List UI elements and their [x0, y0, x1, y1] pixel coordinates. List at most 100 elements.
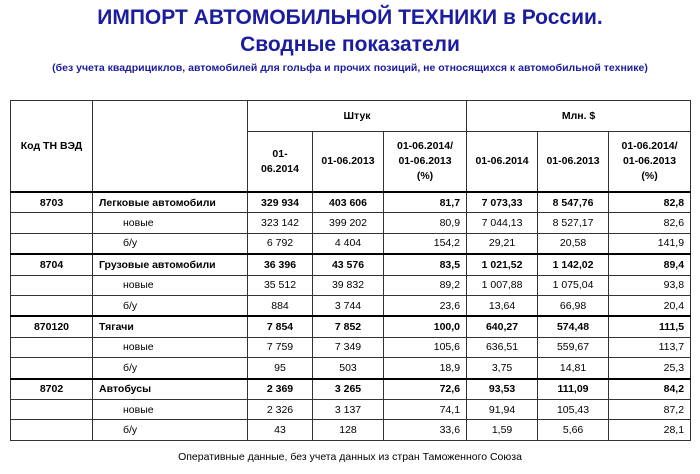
value-cell: 20,4 [608, 294, 692, 317]
value-cell: 87,2 [608, 398, 692, 421]
value-cell: 28,1 [608, 419, 692, 441]
value-cell: 7 044,13 [466, 212, 539, 234]
value-cell: 105,6 [382, 336, 468, 359]
name-cell: новые [92, 398, 248, 421]
value-cell: 66,98 [537, 294, 610, 317]
code-cell: 870120 [10, 315, 93, 338]
value-cell: 35 512 [247, 274, 313, 296]
value-cell: 323 142 [247, 212, 313, 234]
code-cell [10, 274, 93, 296]
total-row: 8702 Автобусы 2 369 3 265 72,6 93,53 111,09 84,… [10, 377, 692, 400]
sub-row: б/у 884 3 744 23,6 13,64 66,98 20,4 [10, 294, 692, 317]
value-cell: 93,8 [608, 274, 692, 296]
value-cell: 128 [312, 419, 384, 441]
total-row: 8704 Грузовые автомобили 36 396 43 576 83,5 1… [10, 253, 692, 276]
subtitle: (без учета квадрициклов, автомобилей для… [52, 62, 648, 74]
value-cell: 82,6 [608, 212, 692, 234]
value-cell: 8 527,17 [537, 212, 610, 234]
value-cell: 72,6 [382, 377, 468, 400]
value-cell: 23,6 [382, 294, 468, 317]
value-cell: 29,21 [466, 232, 539, 255]
code-cell: 8702 [10, 377, 93, 400]
value-cell: 43 576 [312, 253, 384, 276]
total-row: 8703 Легковые автомобили 329 934 403 606 81,… [10, 191, 692, 214]
value-cell: 4 404 [312, 232, 384, 255]
value-cell: 20,58 [537, 232, 610, 255]
total-row: 870120 Тягачи 7 854 7 852 100,0 640,27 574,48 1… [10, 315, 692, 338]
value-cell: 39 832 [312, 274, 384, 296]
value-cell: 503 [312, 357, 384, 380]
value-cell: 33,6 [382, 419, 468, 441]
value-cell: 7 852 [312, 315, 384, 338]
code-cell [10, 294, 93, 317]
value-cell: 100,0 [382, 315, 468, 338]
title: Сводные показатели [240, 33, 460, 56]
sub-row: б/у 95 503 18,9 3,75 14,81 25,3 [10, 357, 692, 380]
value-cell: 89,2 [382, 274, 468, 296]
value-cell: 2 369 [247, 377, 313, 400]
value-cell: 1 075,04 [537, 274, 610, 296]
value-cell: 8 547,76 [537, 191, 610, 214]
value-cell: 7 759 [247, 336, 313, 359]
value-cell: 141,9 [608, 232, 692, 255]
name-cell: Автобусы [92, 377, 248, 400]
value-cell: 84,2 [608, 377, 692, 400]
value-cell: 559,67 [537, 336, 610, 359]
code-cell: 8704 [10, 253, 93, 276]
sub-row: новые 7 759 7 349 105,6 636,51 559,67 113,7 [10, 336, 692, 359]
value-cell: 3 137 [312, 398, 384, 421]
value-cell: 154,2 [382, 232, 468, 255]
value-cell: 18,9 [382, 357, 468, 380]
sub-row: новые 2 326 3 137 74,1 91,94 105,43 87,2 [10, 398, 692, 421]
value-cell: 83,5 [382, 253, 468, 276]
value-cell: 36 396 [247, 253, 313, 276]
header-cell: Млн. $ [466, 100, 692, 132]
code-cell [10, 212, 93, 234]
value-cell: 3 265 [312, 377, 384, 400]
sub-row: б/у 43 128 33,6 1,59 5,66 28,1 [10, 419, 692, 441]
value-cell: 2 326 [247, 398, 313, 421]
value-cell: 95 [247, 357, 313, 380]
value-cell: 5,66 [537, 419, 610, 441]
header-cell: 01-06.2014/ 01-06.2013 (%) [382, 131, 468, 193]
value-cell: 7 349 [312, 336, 384, 359]
value-cell: 74,1 [382, 398, 468, 421]
value-cell: 640,27 [466, 315, 539, 338]
name-cell: б/у [92, 232, 248, 255]
value-cell: 399 202 [312, 212, 384, 234]
header-row: Код ТН ВЭД Штук Млн. $ [10, 100, 692, 193]
value-cell: 25,3 [608, 357, 692, 380]
sub-row: б/у 6 792 4 404 154,2 29,21 20,58 141,9 [10, 232, 692, 255]
sub-row: новые 35 512 39 832 89,2 1 007,88 1 075,04 93,… [10, 274, 692, 296]
code-cell [10, 232, 93, 255]
name-cell: Тягачи [92, 315, 248, 338]
value-cell: 7 073,33 [466, 191, 539, 214]
code-cell [10, 336, 93, 359]
value-cell: 111,09 [537, 377, 610, 400]
value-cell: 82,8 [608, 191, 692, 214]
value-cell: 329 934 [247, 191, 313, 214]
header-cell: 01-06.2014 [466, 131, 539, 193]
code-cell [10, 419, 93, 441]
value-cell: 13,64 [466, 294, 539, 317]
value-cell: 105,43 [537, 398, 610, 421]
sub-row: новые 323 142 399 202 80,9 7 044,13 8 527,17 8… [10, 212, 692, 234]
name-cell: б/у [92, 419, 248, 441]
header-cell: Код ТН ВЭД [10, 100, 93, 193]
value-cell: 3 744 [312, 294, 384, 317]
name-cell: б/у [92, 357, 248, 380]
value-cell: 80,9 [382, 212, 468, 234]
value-cell: 1 142,02 [537, 253, 610, 276]
name-cell: новые [92, 336, 248, 359]
value-cell: 7 854 [247, 315, 313, 338]
header-row: 01-06.2014 01-06.2013 01-06.2014/ 01-06.20… [11, 131, 692, 193]
value-cell: 43 [247, 419, 313, 441]
code-cell [10, 357, 93, 380]
header-cell: 01-06.2014 [247, 131, 313, 193]
value-cell: 89,4 [608, 253, 692, 276]
header-cell: Штук [246, 100, 468, 132]
value-cell: 6 792 [247, 232, 313, 255]
value-cell: 636,51 [466, 336, 539, 359]
value-cell: 884 [247, 294, 313, 317]
value-cell: 81,7 [382, 191, 468, 214]
